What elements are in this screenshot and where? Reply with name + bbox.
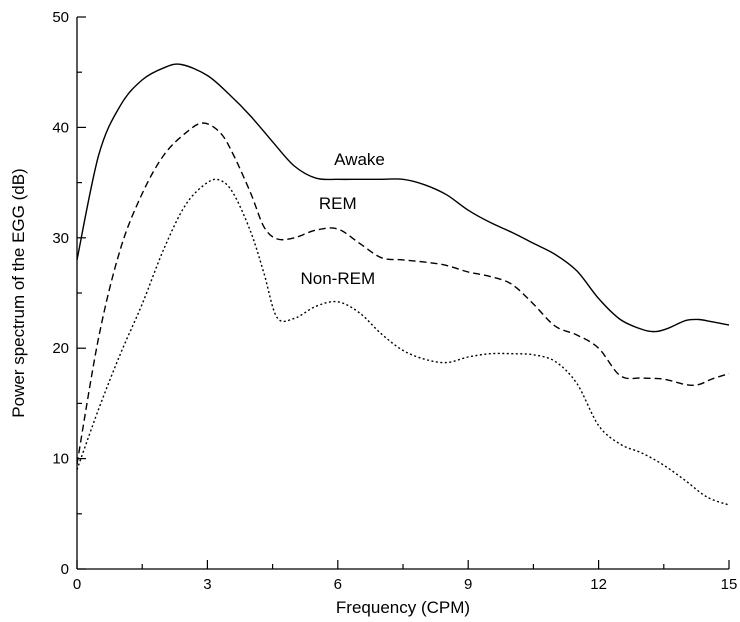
y-tick-label: 30	[52, 230, 69, 247]
series-lines	[76, 63, 730, 506]
y-tick-label: 20	[52, 340, 69, 357]
x-axis-title: Frequency (CPM)	[336, 598, 470, 617]
axes: 0 10 20 30 40 50 0 3 6 9 12 15	[52, 9, 737, 593]
x-tick-label: 0	[73, 576, 81, 593]
series-line-non-rem	[76, 178, 730, 506]
series-label-rem: REM	[319, 194, 357, 213]
series-labels: Awake REM Non-REM	[300, 150, 384, 288]
series-line-awake	[76, 63, 730, 333]
x-tick-label: 12	[590, 576, 607, 593]
series-line-rem	[76, 122, 730, 465]
y-tick-label: 50	[52, 9, 69, 26]
x-tick-label: 9	[464, 576, 472, 593]
x-tick-label: 15	[721, 576, 738, 593]
series-label-non-rem: Non-REM	[300, 269, 375, 288]
y-tick-label: 0	[61, 561, 69, 578]
x-tick-label: 3	[203, 576, 211, 593]
y-axis-title: Power spectrum of the EGG (dB)	[9, 168, 28, 417]
x-tick-label: 6	[334, 576, 342, 593]
y-tick-label: 10	[52, 451, 69, 468]
y-tick-label: 40	[52, 119, 69, 136]
series-label-awake: Awake	[334, 150, 385, 169]
